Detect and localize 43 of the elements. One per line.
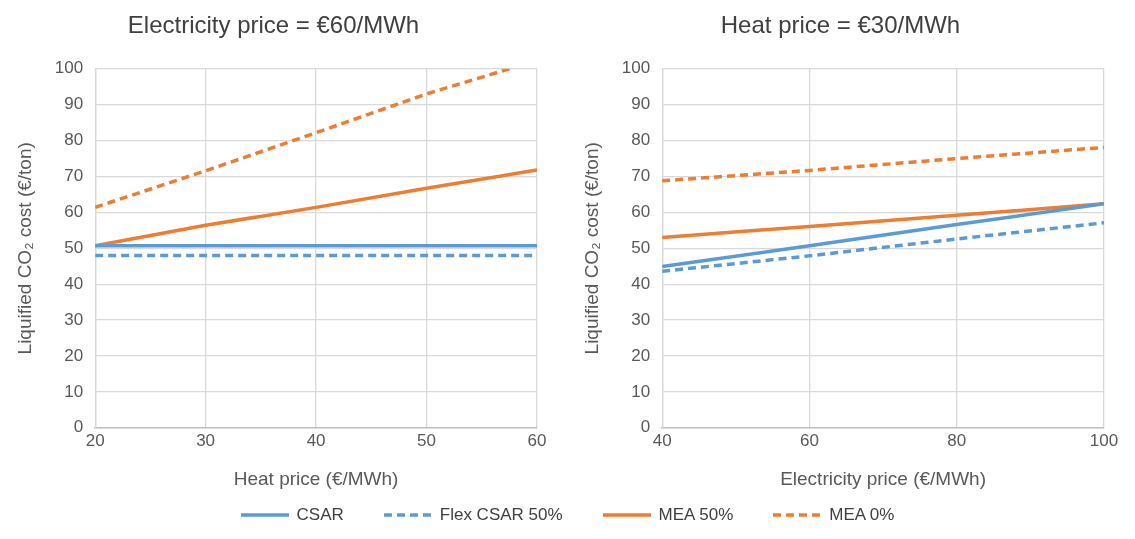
y-tick-label: 20 xyxy=(64,345,84,365)
y-tick-label: 20 xyxy=(631,345,651,365)
chart-title: Electricity price = €60/MWh xyxy=(127,11,420,39)
x-tick-label: 40 xyxy=(652,430,672,450)
y-tick-label: 10 xyxy=(631,381,651,401)
y-tick-label: 100 xyxy=(54,58,84,78)
x-tick-label: 60 xyxy=(799,430,819,450)
x-tick-label: 100 xyxy=(1089,430,1119,450)
y-tick-label: 80 xyxy=(64,130,84,150)
y-tick-label: 60 xyxy=(631,202,651,222)
legend-label: CSAR xyxy=(296,505,344,525)
line-series xyxy=(95,68,512,210)
y-tick-label: 30 xyxy=(64,309,84,329)
legend-label: MEA 0% xyxy=(829,505,895,525)
legend-label: MEA 50% xyxy=(658,505,734,525)
x-tick-label: 40 xyxy=(306,430,326,450)
x-axis-title: Heat price (€/MWh) xyxy=(233,467,399,489)
y-tick-label: 50 xyxy=(64,237,84,257)
y-tick-label: 40 xyxy=(64,273,84,293)
y-tick-label: 70 xyxy=(64,166,84,186)
y-tick-label: 10 xyxy=(64,381,84,401)
y-tick-label: 80 xyxy=(631,130,651,150)
y-axis-title: Liquified CO₂ cost (€/ton) xyxy=(580,142,602,355)
line-series xyxy=(662,145,1104,183)
y-tick-label: 70 xyxy=(631,166,651,186)
y-tick-label: 30 xyxy=(631,309,651,329)
y-tick-label: 100 xyxy=(621,58,651,78)
x-tick-label: 80 xyxy=(947,430,967,450)
y-tick-label: 90 xyxy=(631,94,651,114)
y-tick-label: 50 xyxy=(631,237,651,257)
chart-title: Heat price = €30/MWh xyxy=(720,11,961,39)
x-axis-title: Electricity price (€/MWh) xyxy=(780,467,987,489)
y-tick-label: 90 xyxy=(64,94,84,114)
y-tick-label: 0 xyxy=(73,417,84,437)
x-tick-label: 50 xyxy=(417,430,436,450)
x-tick-label: 30 xyxy=(196,430,216,450)
y-tick-label: 40 xyxy=(631,273,651,293)
y-tick-label: 60 xyxy=(64,202,84,222)
x-tick-label: 20 xyxy=(85,430,105,450)
y-axis-title: Liquified CO₂ cost (€/ton) xyxy=(13,142,35,355)
x-tick-label: 60 xyxy=(527,430,547,450)
y-tick-label: 0 xyxy=(640,417,651,437)
legend-label: Flex CSAR 50% xyxy=(439,505,563,525)
